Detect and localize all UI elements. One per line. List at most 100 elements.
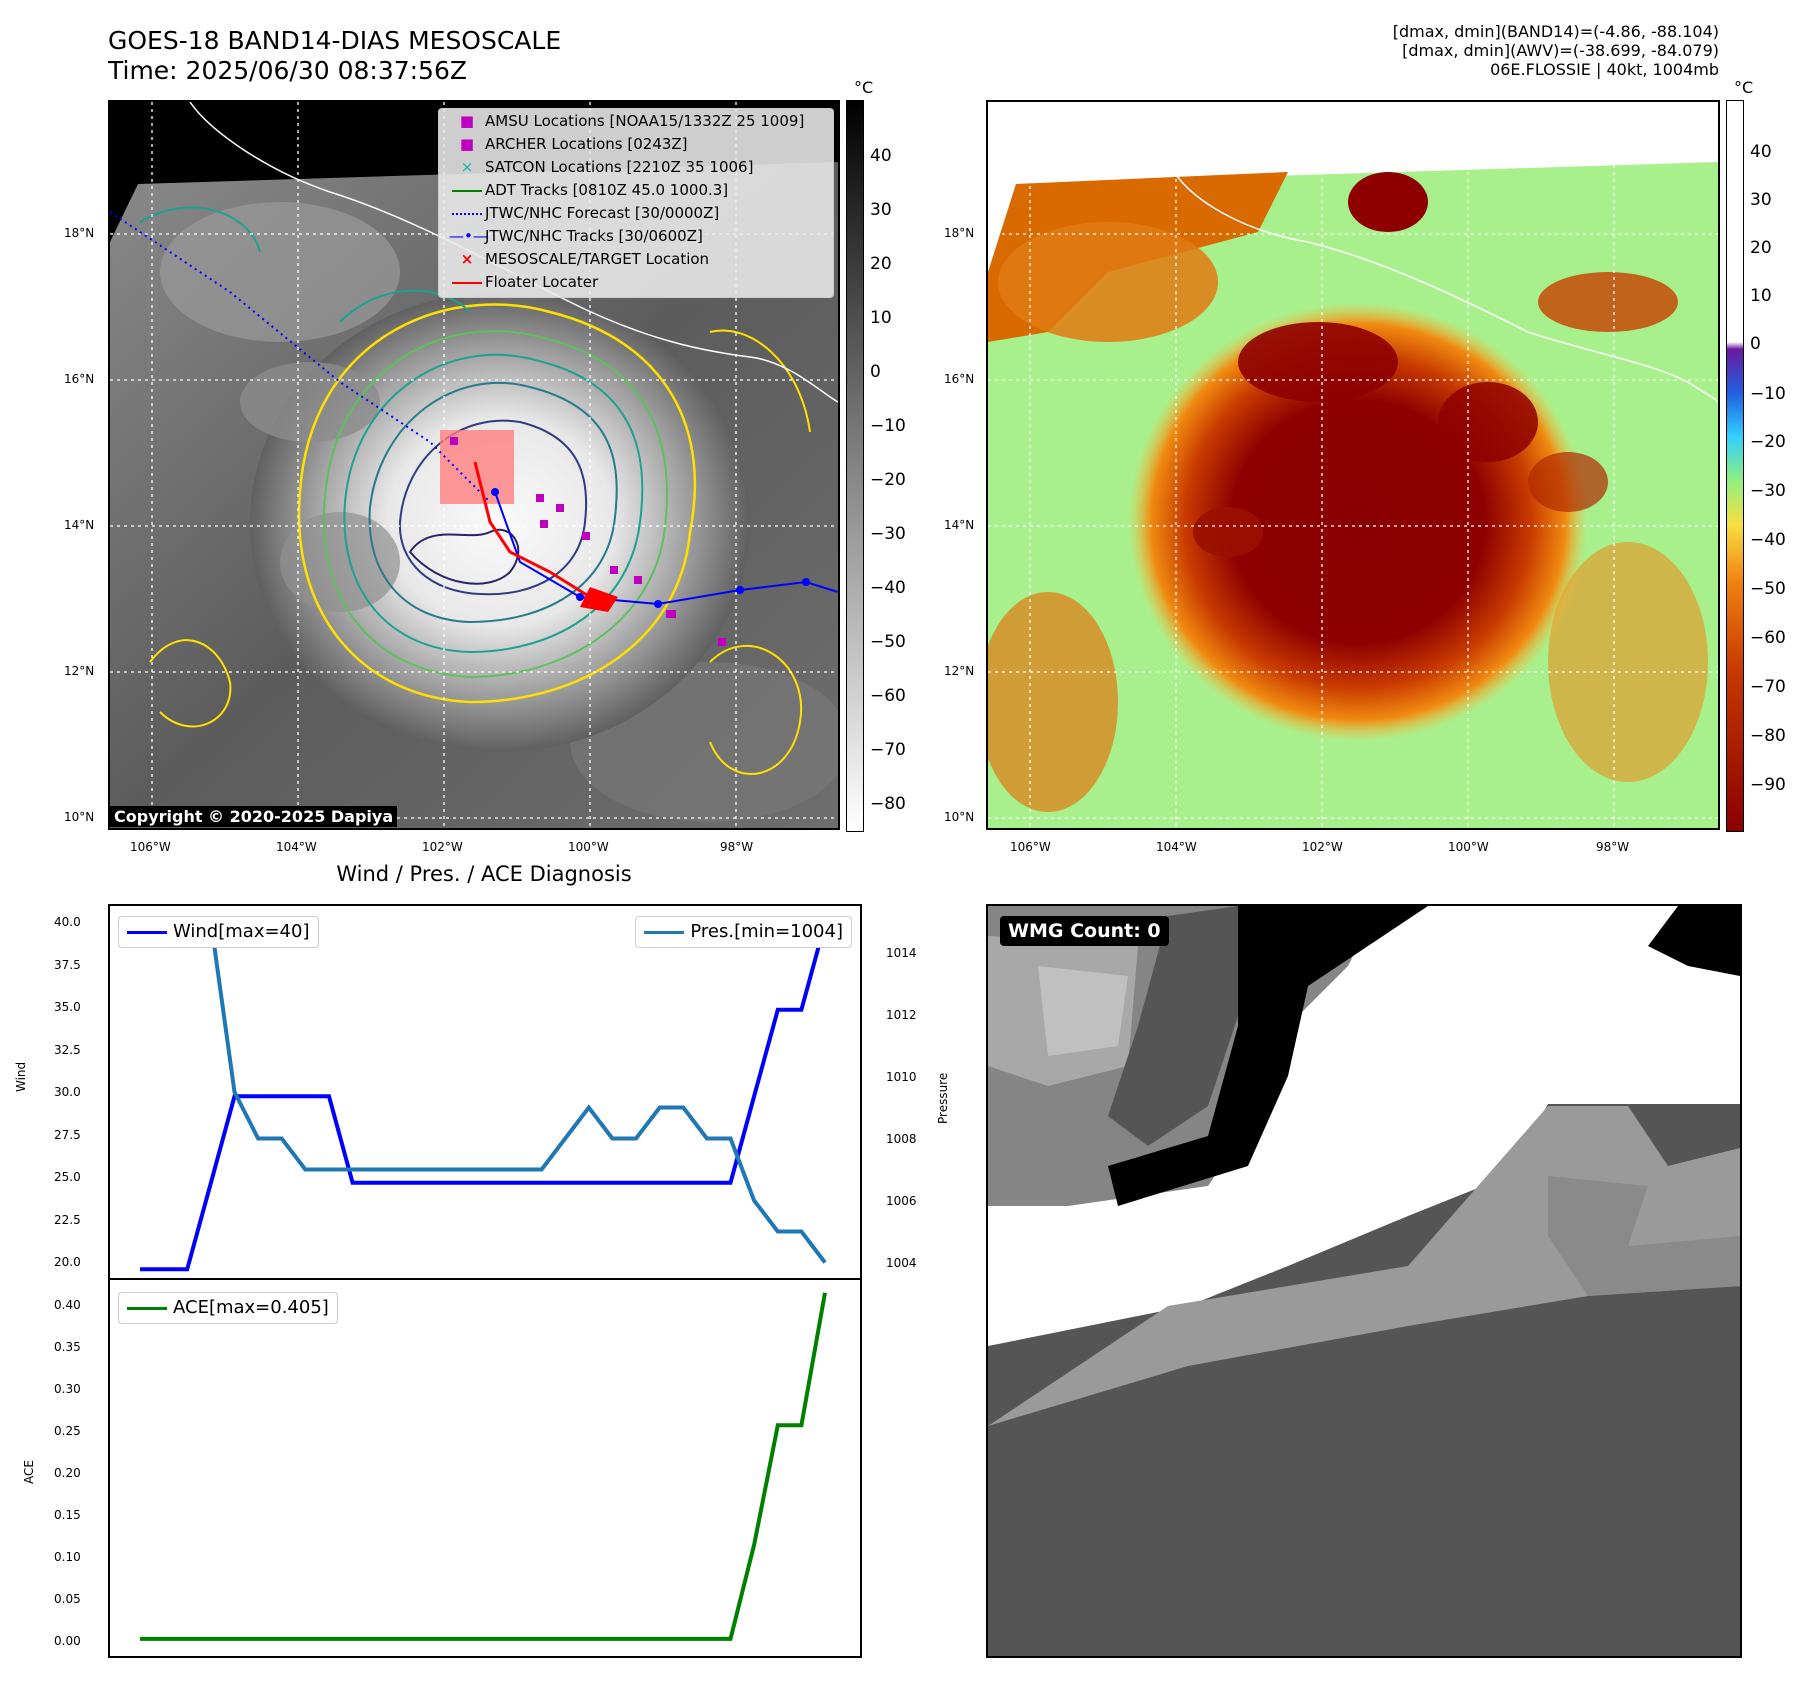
wind-tick: 27.5 xyxy=(54,1128,81,1142)
ir-colorbar xyxy=(846,100,864,832)
wind-legend: Wind[max=40] xyxy=(118,916,319,948)
lon-label: 104°W xyxy=(1156,840,1197,854)
lat-label: 10°N xyxy=(64,810,95,824)
ir-tick: −10 xyxy=(870,416,906,436)
awv-tick: −40 xyxy=(1750,530,1786,550)
awv-map-panel[interactable] xyxy=(986,100,1720,830)
legend-item-satcon: × SATCON Locations [2210Z 35 1006] xyxy=(460,158,754,176)
ace-tick: 0.35 xyxy=(54,1340,81,1354)
pressure-legend: Pres.[min=1004] xyxy=(635,916,852,948)
lat-label: 16°N xyxy=(64,372,95,386)
pressure-series-line xyxy=(140,919,827,1264)
wmg-panel[interactable]: WMG Count: 0 xyxy=(986,904,1742,1658)
lat-label: 18°N xyxy=(944,226,975,240)
pressure-axis-label: Pressure xyxy=(936,1072,950,1124)
lat-label: 10°N xyxy=(944,810,975,824)
ace-tick: 0.40 xyxy=(54,1298,81,1312)
band14-stats: [dmax, dmin](BAND14)=(-4.86, -88.104) xyxy=(1392,22,1719,41)
lon-label: 98°W xyxy=(1596,840,1630,854)
awv-tick: −90 xyxy=(1750,775,1786,795)
wmg-count-badge: WMG Count: 0 xyxy=(1000,916,1169,946)
lon-label: 102°W xyxy=(422,840,463,854)
legend-item-archer: ■ ARCHER Locations [0243Z] xyxy=(459,135,688,153)
ir-tick: −60 xyxy=(870,686,906,706)
storm-info: 06E.FLOSSIE | 40kt, 1004mb xyxy=(1490,60,1719,79)
wind-pressure-plot[interactable]: Wind[max=40] Pres.[min=1004] xyxy=(108,904,862,1280)
title-line-1: GOES-18 BAND14-DIAS MESOSCALE xyxy=(108,26,562,55)
ace-legend: ACE[max=0.405] xyxy=(118,1292,338,1324)
awv-tick: −20 xyxy=(1750,432,1786,452)
ace-tick: 0.15 xyxy=(54,1508,81,1522)
ace-tick: 0.25 xyxy=(54,1424,81,1438)
wind-tick: 25.0 xyxy=(54,1170,81,1184)
pressure-tick: 1006 xyxy=(886,1194,917,1208)
figure-title: GOES-18 BAND14-DIAS MESOSCALE Time: 2025… xyxy=(108,26,561,86)
lon-label: 106°W xyxy=(1010,840,1051,854)
ace-tick: 0.05 xyxy=(54,1592,81,1606)
ir-imagery xyxy=(110,102,838,828)
ace-tick: 0.30 xyxy=(54,1382,81,1396)
legend-item-adt: ADT Tracks [0810Z 45.0 1000.3] xyxy=(449,179,728,201)
title-line-2: Time: 2025/06/30 08:37:56Z xyxy=(108,56,467,85)
copyright-notice: Copyright © 2020-2025 Dapiya xyxy=(110,806,398,827)
awv-tick: 30 xyxy=(1750,190,1772,210)
ir-tick: 30 xyxy=(870,200,892,220)
legend-item-tracks: —•—JTWC/NHC Tracks [30/0600Z] xyxy=(449,227,703,245)
lon-label: 100°W xyxy=(568,840,609,854)
awv-tick: 20 xyxy=(1750,238,1772,258)
wind-tick: 30.0 xyxy=(54,1085,81,1099)
wind-tick: 22.5 xyxy=(54,1213,81,1227)
awv-tick: −30 xyxy=(1750,481,1786,501)
wind-tick: 32.5 xyxy=(54,1043,81,1057)
lon-label: 106°W xyxy=(130,840,171,854)
ir-tick: −20 xyxy=(870,470,906,490)
awv-tick: −50 xyxy=(1750,579,1786,599)
pressure-tick: 1008 xyxy=(886,1132,917,1146)
ace-series-line xyxy=(140,1292,827,1641)
ir-tick: 0 xyxy=(870,362,881,382)
lat-label: 14°N xyxy=(944,518,975,532)
ace-tick: 0.00 xyxy=(54,1634,81,1648)
awv-tick: 10 xyxy=(1750,286,1772,306)
ir-tick: −80 xyxy=(870,794,906,814)
awv-colorbar xyxy=(1726,100,1744,832)
track-legend: ■ AMSU Locations [NOAA15/1332Z 25 1009] ■… xyxy=(438,108,834,298)
ir-tick: 40 xyxy=(870,146,892,166)
awv-tick: −60 xyxy=(1750,628,1786,648)
ir-tick: −50 xyxy=(870,632,906,652)
ace-axis-label: ACE xyxy=(22,1460,36,1484)
lat-label: 16°N xyxy=(944,372,975,386)
ace-tick: 0.20 xyxy=(54,1466,81,1480)
ir-tick: 10 xyxy=(870,308,892,328)
wind-tick: 40.0 xyxy=(54,915,81,929)
lon-label: 98°W xyxy=(720,840,754,854)
awv-tick: −10 xyxy=(1750,384,1786,404)
pressure-tick: 1014 xyxy=(886,946,917,960)
awv-tick: 40 xyxy=(1750,142,1772,162)
wind-axis-label: Wind xyxy=(14,1061,28,1092)
wind-pressure-lines xyxy=(140,919,827,1272)
lon-label: 100°W xyxy=(1448,840,1489,854)
awv-colorbar-unit: °C xyxy=(1734,78,1754,97)
pressure-tick: 1010 xyxy=(886,1070,917,1084)
lat-label: 12°N xyxy=(944,664,975,678)
ir-tick: −70 xyxy=(870,740,906,760)
wind-series-line xyxy=(140,922,827,1272)
lon-label: 104°W xyxy=(276,840,317,854)
lat-label: 18°N xyxy=(64,226,95,240)
wind-tick: 37.5 xyxy=(54,958,81,972)
pressure-tick: 1012 xyxy=(886,1008,917,1022)
ir-tick: −30 xyxy=(870,524,906,544)
lat-label: 12°N xyxy=(64,664,95,678)
awv-tick: −80 xyxy=(1750,726,1786,746)
stats-info: [dmax, dmin](BAND14)=(-4.86, -88.104) [d… xyxy=(1393,22,1719,79)
diagnosis-title: Wind / Pres. / ACE Diagnosis xyxy=(336,862,632,886)
ir-tick: 20 xyxy=(870,254,892,274)
ace-plot[interactable]: ACE[max=0.405] xyxy=(108,1278,862,1658)
legend-item-floater: Floater Locater xyxy=(449,271,598,293)
ir-tick: −40 xyxy=(870,578,906,598)
wind-tick: 35.0 xyxy=(54,1000,81,1014)
awv-tick: −70 xyxy=(1750,677,1786,697)
awv-tick: 0 xyxy=(1750,334,1761,354)
legend-item-mesoscale: × MESOSCALE/TARGET Location xyxy=(460,250,710,268)
